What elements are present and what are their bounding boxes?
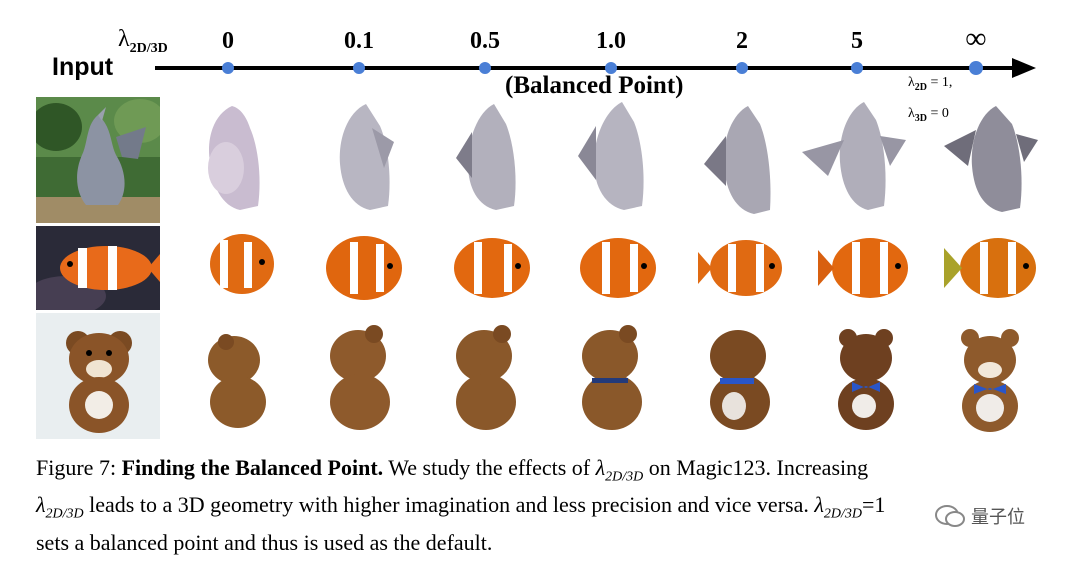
balanced-point-label: (Balanced Point) bbox=[505, 72, 684, 99]
result-dragon-6 bbox=[940, 100, 1040, 219]
caption-lambda-sub-1: 2D/3D bbox=[605, 469, 644, 485]
caption-lambda-1: λ bbox=[595, 455, 606, 480]
result-dragon-0 bbox=[192, 98, 272, 223]
caption-text-3: leads to a 3D geometry with higher imagi… bbox=[89, 492, 809, 518]
caption-text-4: =1 bbox=[862, 492, 886, 518]
result-dragon-5 bbox=[798, 96, 908, 221]
result-clownfish-5 bbox=[818, 226, 914, 315]
caption-lambda-2: λ bbox=[36, 492, 46, 518]
result-clownfish-4 bbox=[698, 228, 788, 313]
result-dragon-4 bbox=[698, 100, 778, 225]
axis-arrowhead bbox=[1012, 58, 1036, 78]
tick-dot-4 bbox=[736, 62, 748, 74]
watermark: 量子位 bbox=[935, 503, 1025, 529]
tick-dot-2 bbox=[479, 62, 491, 74]
tick-dot-6 bbox=[969, 61, 983, 75]
result-clownfish-1 bbox=[320, 228, 410, 313]
result-clownfish-0 bbox=[204, 228, 284, 305]
result-clownfish-6 bbox=[942, 226, 1042, 315]
caption-text-1: We study the effects of bbox=[388, 455, 591, 480]
input-image-teddy-bear bbox=[36, 313, 160, 439]
tick-label-0: 0 bbox=[222, 28, 234, 54]
tick-label-2: 0.5 bbox=[470, 28, 500, 54]
caption-text-2: on Magic123. Increasing bbox=[648, 455, 869, 480]
result-dragon-3 bbox=[570, 96, 650, 221]
result-dragon-1 bbox=[318, 98, 398, 223]
result-teddy-bear-3 bbox=[570, 322, 650, 437]
result-clownfish-2 bbox=[446, 228, 536, 313]
caption-lambda-3: λ bbox=[814, 492, 824, 518]
tick-dot-1 bbox=[353, 62, 365, 74]
input-image-clownfish bbox=[36, 226, 160, 310]
tick-label-6: ∞ bbox=[965, 22, 987, 55]
result-teddy-bear-4 bbox=[700, 322, 780, 437]
tick-label-4: 2 bbox=[736, 28, 748, 54]
tick-dot-5 bbox=[851, 62, 863, 74]
wechat-icon bbox=[935, 505, 965, 527]
input-image-dragon bbox=[36, 97, 160, 223]
figure-caption: Figure 7: Finding the Balanced Point. We… bbox=[36, 454, 1056, 557]
caption-lambda-sub-3: 2D/3D bbox=[823, 506, 862, 522]
tick-label-1: 0.1 bbox=[344, 28, 374, 54]
result-teddy-bear-1 bbox=[318, 322, 398, 437]
lambda-axis: λ2D/3D 0 0.1 0.5 1.0 2 5 ∞ Input (Balanc… bbox=[0, 0, 1080, 124]
result-dragon-2 bbox=[444, 98, 524, 223]
result-teddy-bear-2 bbox=[444, 322, 524, 437]
caption-lambda-sub-2: 2D/3D bbox=[45, 506, 84, 522]
result-clownfish-3 bbox=[572, 228, 662, 313]
axis-line-svg bbox=[155, 58, 1036, 78]
result-teddy-bear-0 bbox=[196, 330, 276, 435]
caption-title: Finding the Balanced Point. bbox=[121, 455, 384, 480]
figure-label: Figure 7: bbox=[36, 455, 117, 480]
axis-lambda-label: λ2D/3D bbox=[118, 26, 168, 56]
tick-dot-0 bbox=[222, 62, 234, 74]
watermark-text: 量子位 bbox=[971, 507, 1025, 528]
tick-dot-3 bbox=[605, 62, 617, 74]
tick-label-5: 5 bbox=[851, 28, 863, 54]
result-teddy-bear-5 bbox=[826, 324, 906, 439]
input-label: Input bbox=[52, 53, 114, 81]
result-teddy-bear-6 bbox=[950, 324, 1030, 439]
caption-text-5: sets a balanced point and thus is used a… bbox=[36, 529, 493, 555]
extreme-note: λ2D = 1, λ3D = 0 bbox=[908, 75, 953, 124]
tick-label-3: 1.0 bbox=[596, 28, 626, 54]
